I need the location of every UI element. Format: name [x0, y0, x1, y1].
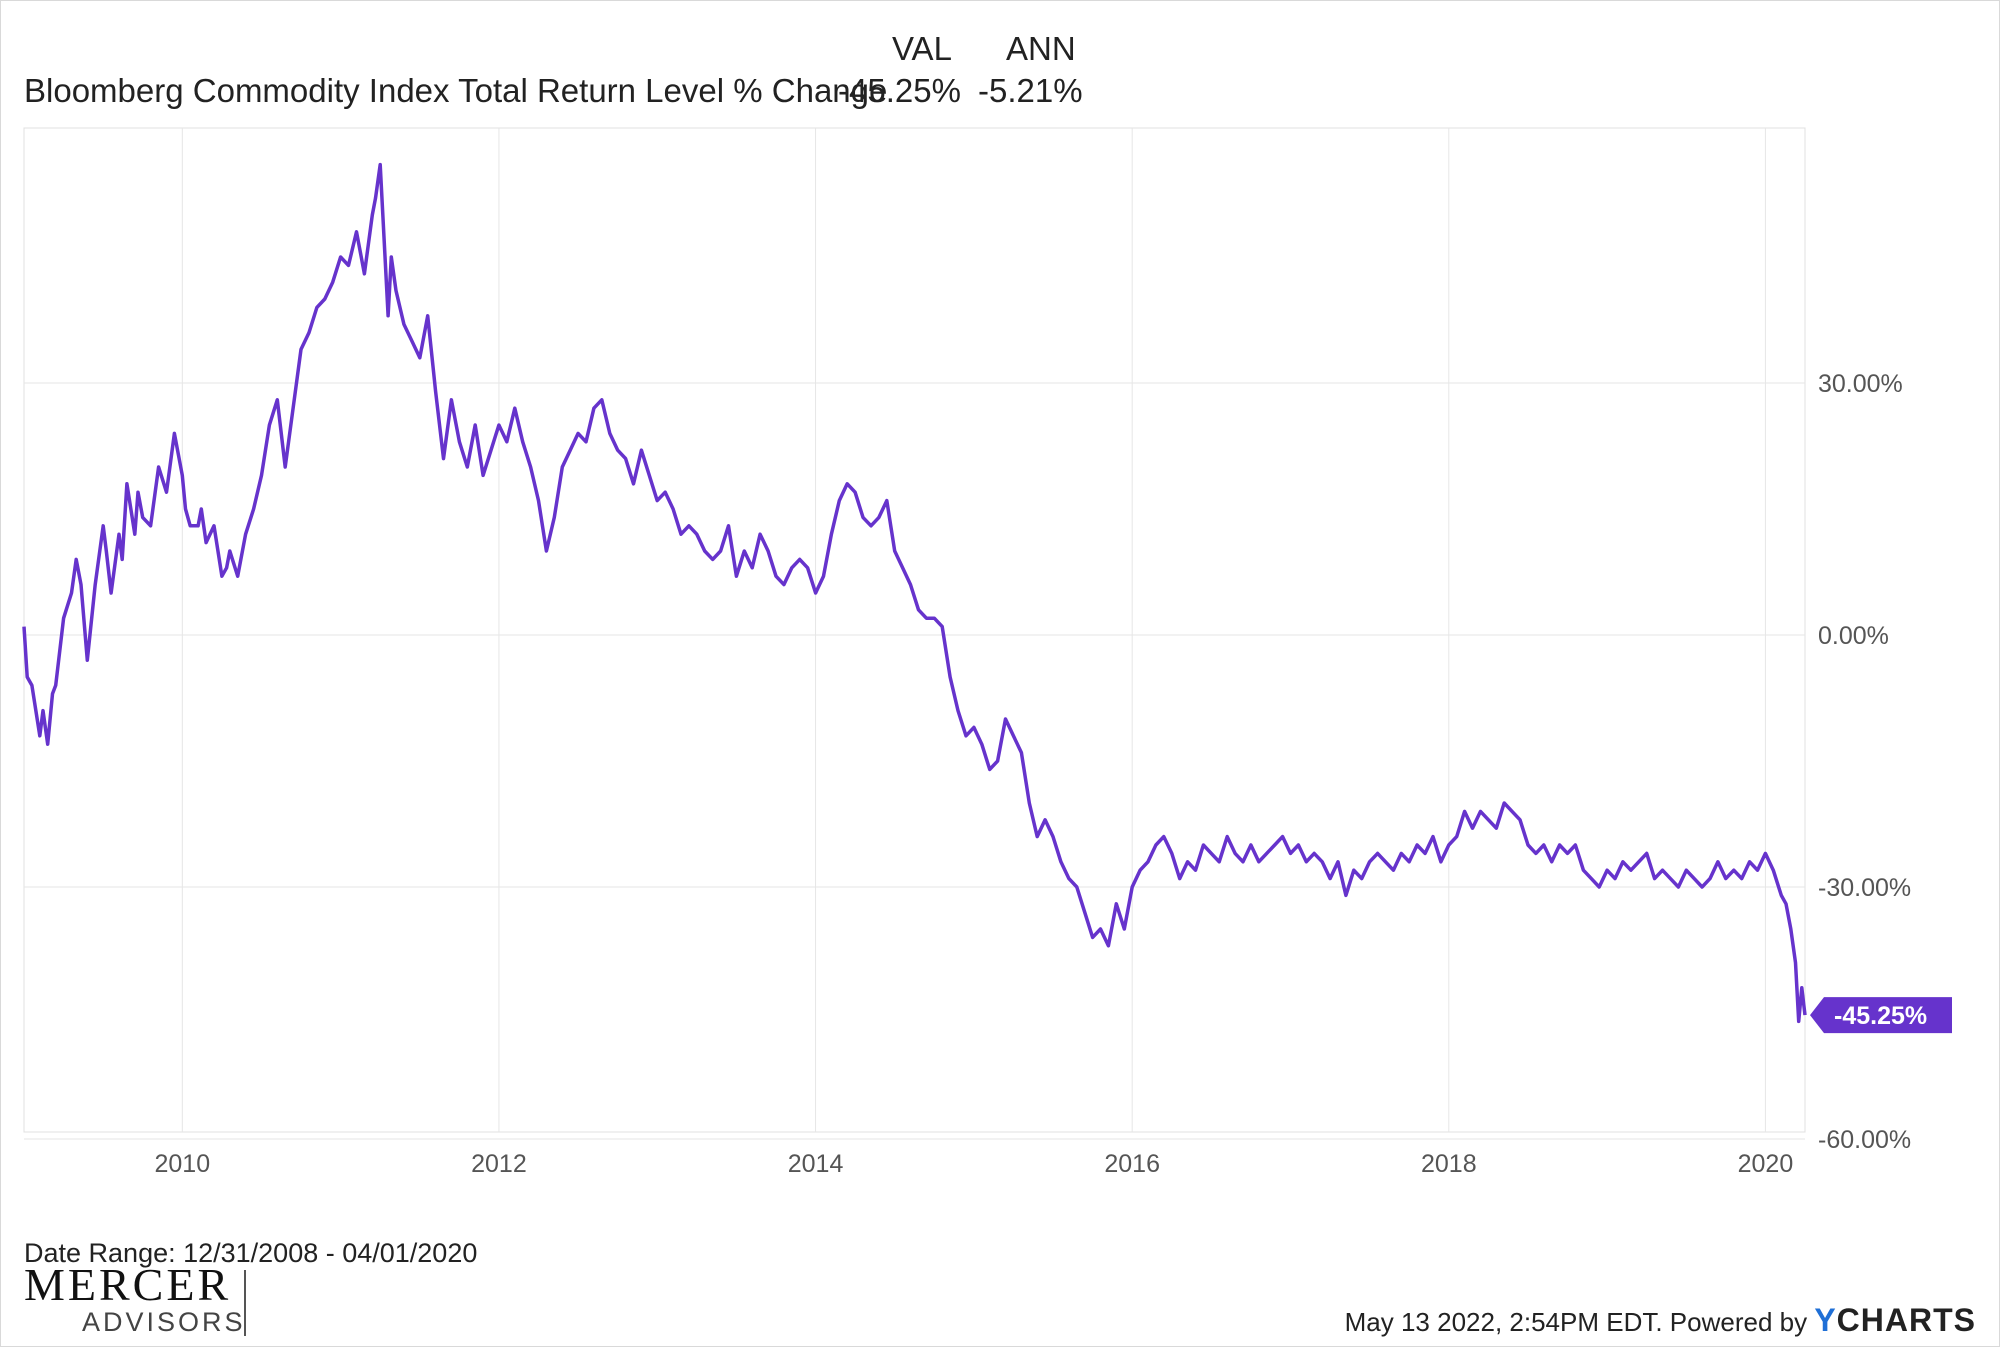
ycharts-logo[interactable]: YCHARTS	[1814, 1302, 1976, 1338]
x-tick-label: 2016	[1104, 1150, 1160, 1178]
legend-series-label: Bloomberg Commodity Index Total Return L…	[24, 72, 888, 109]
logo-divider	[244, 1270, 246, 1336]
ycharts-logo-y: Y	[1814, 1302, 1837, 1338]
date-range-label: Date Range: 12/31/2008 - 04/01/2020	[24, 1238, 478, 1268]
x-tick-label: 2012	[471, 1150, 527, 1178]
y-tick-label: 30.00%	[1818, 370, 1903, 398]
y-tick-label: -30.00%	[1818, 874, 1911, 902]
mercer-advisors-logo: MERCER ADVISORS	[24, 1262, 246, 1336]
timestamp-text: May 13 2022, 2:54PM EDT. Powered by	[1344, 1307, 1808, 1337]
powered-by-footer: May 13 2022, 2:54PM EDT. Powered by YCHA…	[1345, 1302, 1976, 1339]
x-tick-label: 2020	[1738, 1150, 1794, 1178]
x-tick-label: 2014	[788, 1150, 844, 1178]
logo-word-mercer: MERCER	[24, 1259, 232, 1310]
x-tick-label: 2018	[1421, 1150, 1477, 1178]
ycharts-logo-rest: CHARTS	[1836, 1302, 1976, 1338]
legend-val: -45.25%	[838, 72, 961, 109]
y-tick-label: -60.00%	[1818, 1126, 1911, 1154]
plot-area	[23, 127, 1806, 1133]
y-tick-label: 0.00%	[1818, 622, 1889, 650]
series-line	[22, 162, 1807, 1024]
logo-word-advisors: ADVISORS	[82, 1307, 246, 1337]
legend-ann: -5.21%	[978, 72, 1083, 109]
end-value-label: -45.25%	[1810, 997, 1952, 1034]
legend-col-val-header: VAL	[892, 30, 952, 67]
legend-col-ann-header: ANN	[1006, 30, 1076, 67]
end-value-label-text: -45.25%	[1834, 1002, 1927, 1030]
x-tick-label: 2010	[154, 1150, 210, 1178]
